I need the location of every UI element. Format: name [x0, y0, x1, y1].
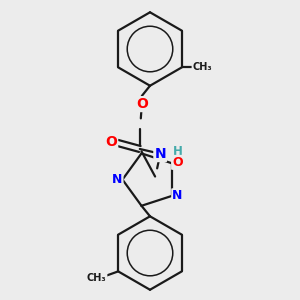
Text: CH₃: CH₃	[192, 62, 212, 72]
Text: N: N	[172, 189, 183, 202]
Text: O: O	[172, 156, 183, 169]
Text: O: O	[105, 135, 117, 149]
Text: H: H	[172, 145, 182, 158]
Text: O: O	[136, 97, 148, 111]
Text: CH₃: CH₃	[87, 272, 106, 283]
Text: N: N	[112, 173, 122, 186]
Text: N: N	[154, 147, 166, 161]
